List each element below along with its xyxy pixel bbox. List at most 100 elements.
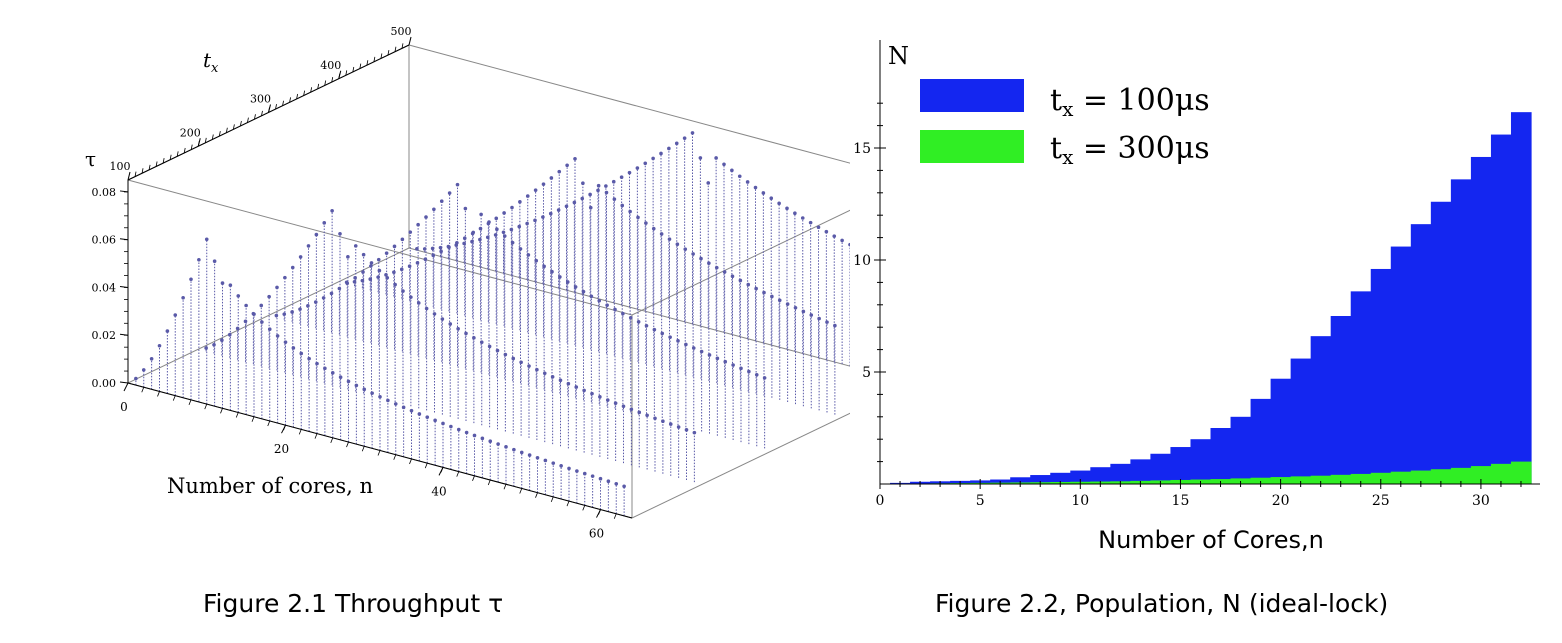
stem-point (573, 285, 578, 289)
stem-point (840, 238, 844, 243)
x-minor-tick (424, 463, 428, 469)
z-tick-label: 0.06 (92, 234, 117, 247)
z-tick-label: 0.08 (92, 186, 117, 199)
y-minor-tick (282, 100, 284, 106)
stem-point (825, 320, 829, 324)
stem-point (683, 247, 688, 251)
y-minor-tick (275, 104, 277, 110)
y-minor-tick (162, 158, 165, 164)
bar-300us (1410, 470, 1432, 484)
bar-100us (1410, 224, 1432, 484)
stem-point (282, 312, 287, 316)
stem-point (573, 156, 577, 161)
stem-point (283, 275, 287, 280)
stem-point (645, 413, 649, 418)
stem-point (472, 336, 476, 340)
stem-point (800, 216, 805, 220)
x-minor-tick (157, 391, 160, 397)
stem-point (715, 356, 720, 361)
stem-point (275, 334, 280, 338)
stem-point (542, 371, 547, 376)
bar-100us (1510, 112, 1532, 484)
stem-point (291, 346, 296, 350)
stem-point (535, 367, 539, 372)
stem-point (636, 215, 640, 220)
y-tick (127, 171, 131, 181)
stem-point (455, 182, 460, 187)
stem-point (424, 306, 429, 311)
stem-point (651, 156, 655, 161)
stem-series-tx-100 (134, 237, 626, 516)
stem-point (613, 307, 617, 312)
stem-point (447, 245, 451, 249)
stem-point (472, 433, 477, 438)
stem-point (204, 237, 209, 242)
y-minor-tick (247, 117, 249, 123)
stem-point (816, 225, 821, 230)
stem-point (543, 458, 548, 463)
bar-100us (1030, 475, 1051, 484)
bar-100us (1490, 134, 1512, 484)
stem-point (526, 253, 531, 257)
stem-point (448, 322, 453, 326)
stem-point (502, 234, 507, 238)
stem-point (496, 442, 500, 446)
stem-point (613, 401, 618, 405)
legend-label-300us: tx = 300μs (1050, 131, 1210, 169)
y-tick-label: 500 (391, 25, 412, 38)
x-minor-tick (566, 500, 570, 507)
stem-point (479, 340, 484, 344)
stem-point (400, 237, 405, 242)
stem-point (392, 244, 397, 249)
x-tick-label: 5 (976, 493, 985, 509)
bar-100us (1110, 463, 1131, 484)
stem-point (533, 218, 537, 223)
bar-100us (1090, 467, 1111, 484)
stem-point (236, 294, 241, 298)
bar-300us (1470, 466, 1492, 484)
stem-point (730, 168, 734, 173)
stem-point (668, 335, 672, 339)
stem-point (580, 196, 585, 201)
bar-300us (1450, 467, 1472, 484)
bar-300us (1310, 475, 1332, 484)
stem-point (464, 430, 469, 435)
y-minor-tick (155, 161, 158, 167)
stem-point (676, 425, 681, 429)
y-minor-tick (345, 70, 348, 76)
stem-point (456, 427, 461, 432)
stem-point (556, 208, 561, 212)
stem-point (323, 366, 327, 371)
stem-point (557, 169, 562, 174)
figure-caption: Figure 2.1 Throughput τ (203, 589, 504, 618)
stem-point (801, 309, 806, 314)
x-minor-tick (346, 441, 349, 448)
stem-point (793, 211, 797, 216)
x-tick-label: 0 (876, 493, 885, 509)
stem-series-tx-300 (274, 182, 767, 449)
stem-point (227, 332, 232, 337)
stem-point (306, 304, 310, 308)
stem-point (487, 344, 492, 349)
stem-point (597, 298, 602, 303)
stem-point (635, 166, 640, 170)
stem-point (622, 484, 626, 489)
stem-point (527, 453, 532, 457)
stem-point (362, 387, 367, 392)
x-minor-tick (472, 475, 475, 481)
stem-point (567, 466, 571, 471)
x-tick-label: 20 (1272, 493, 1290, 509)
stem-point (620, 203, 625, 208)
stem-point (581, 289, 586, 294)
bar-300us (1330, 474, 1352, 484)
stem-point (542, 264, 546, 269)
bar-300us (1350, 473, 1372, 484)
stem-point (456, 326, 460, 331)
stem-point (408, 230, 413, 234)
stem-point (393, 402, 398, 406)
stem-point (346, 255, 350, 259)
stem-point (275, 285, 279, 290)
stem-point (636, 320, 641, 324)
stem-point (361, 270, 365, 274)
stem-point (422, 247, 427, 251)
